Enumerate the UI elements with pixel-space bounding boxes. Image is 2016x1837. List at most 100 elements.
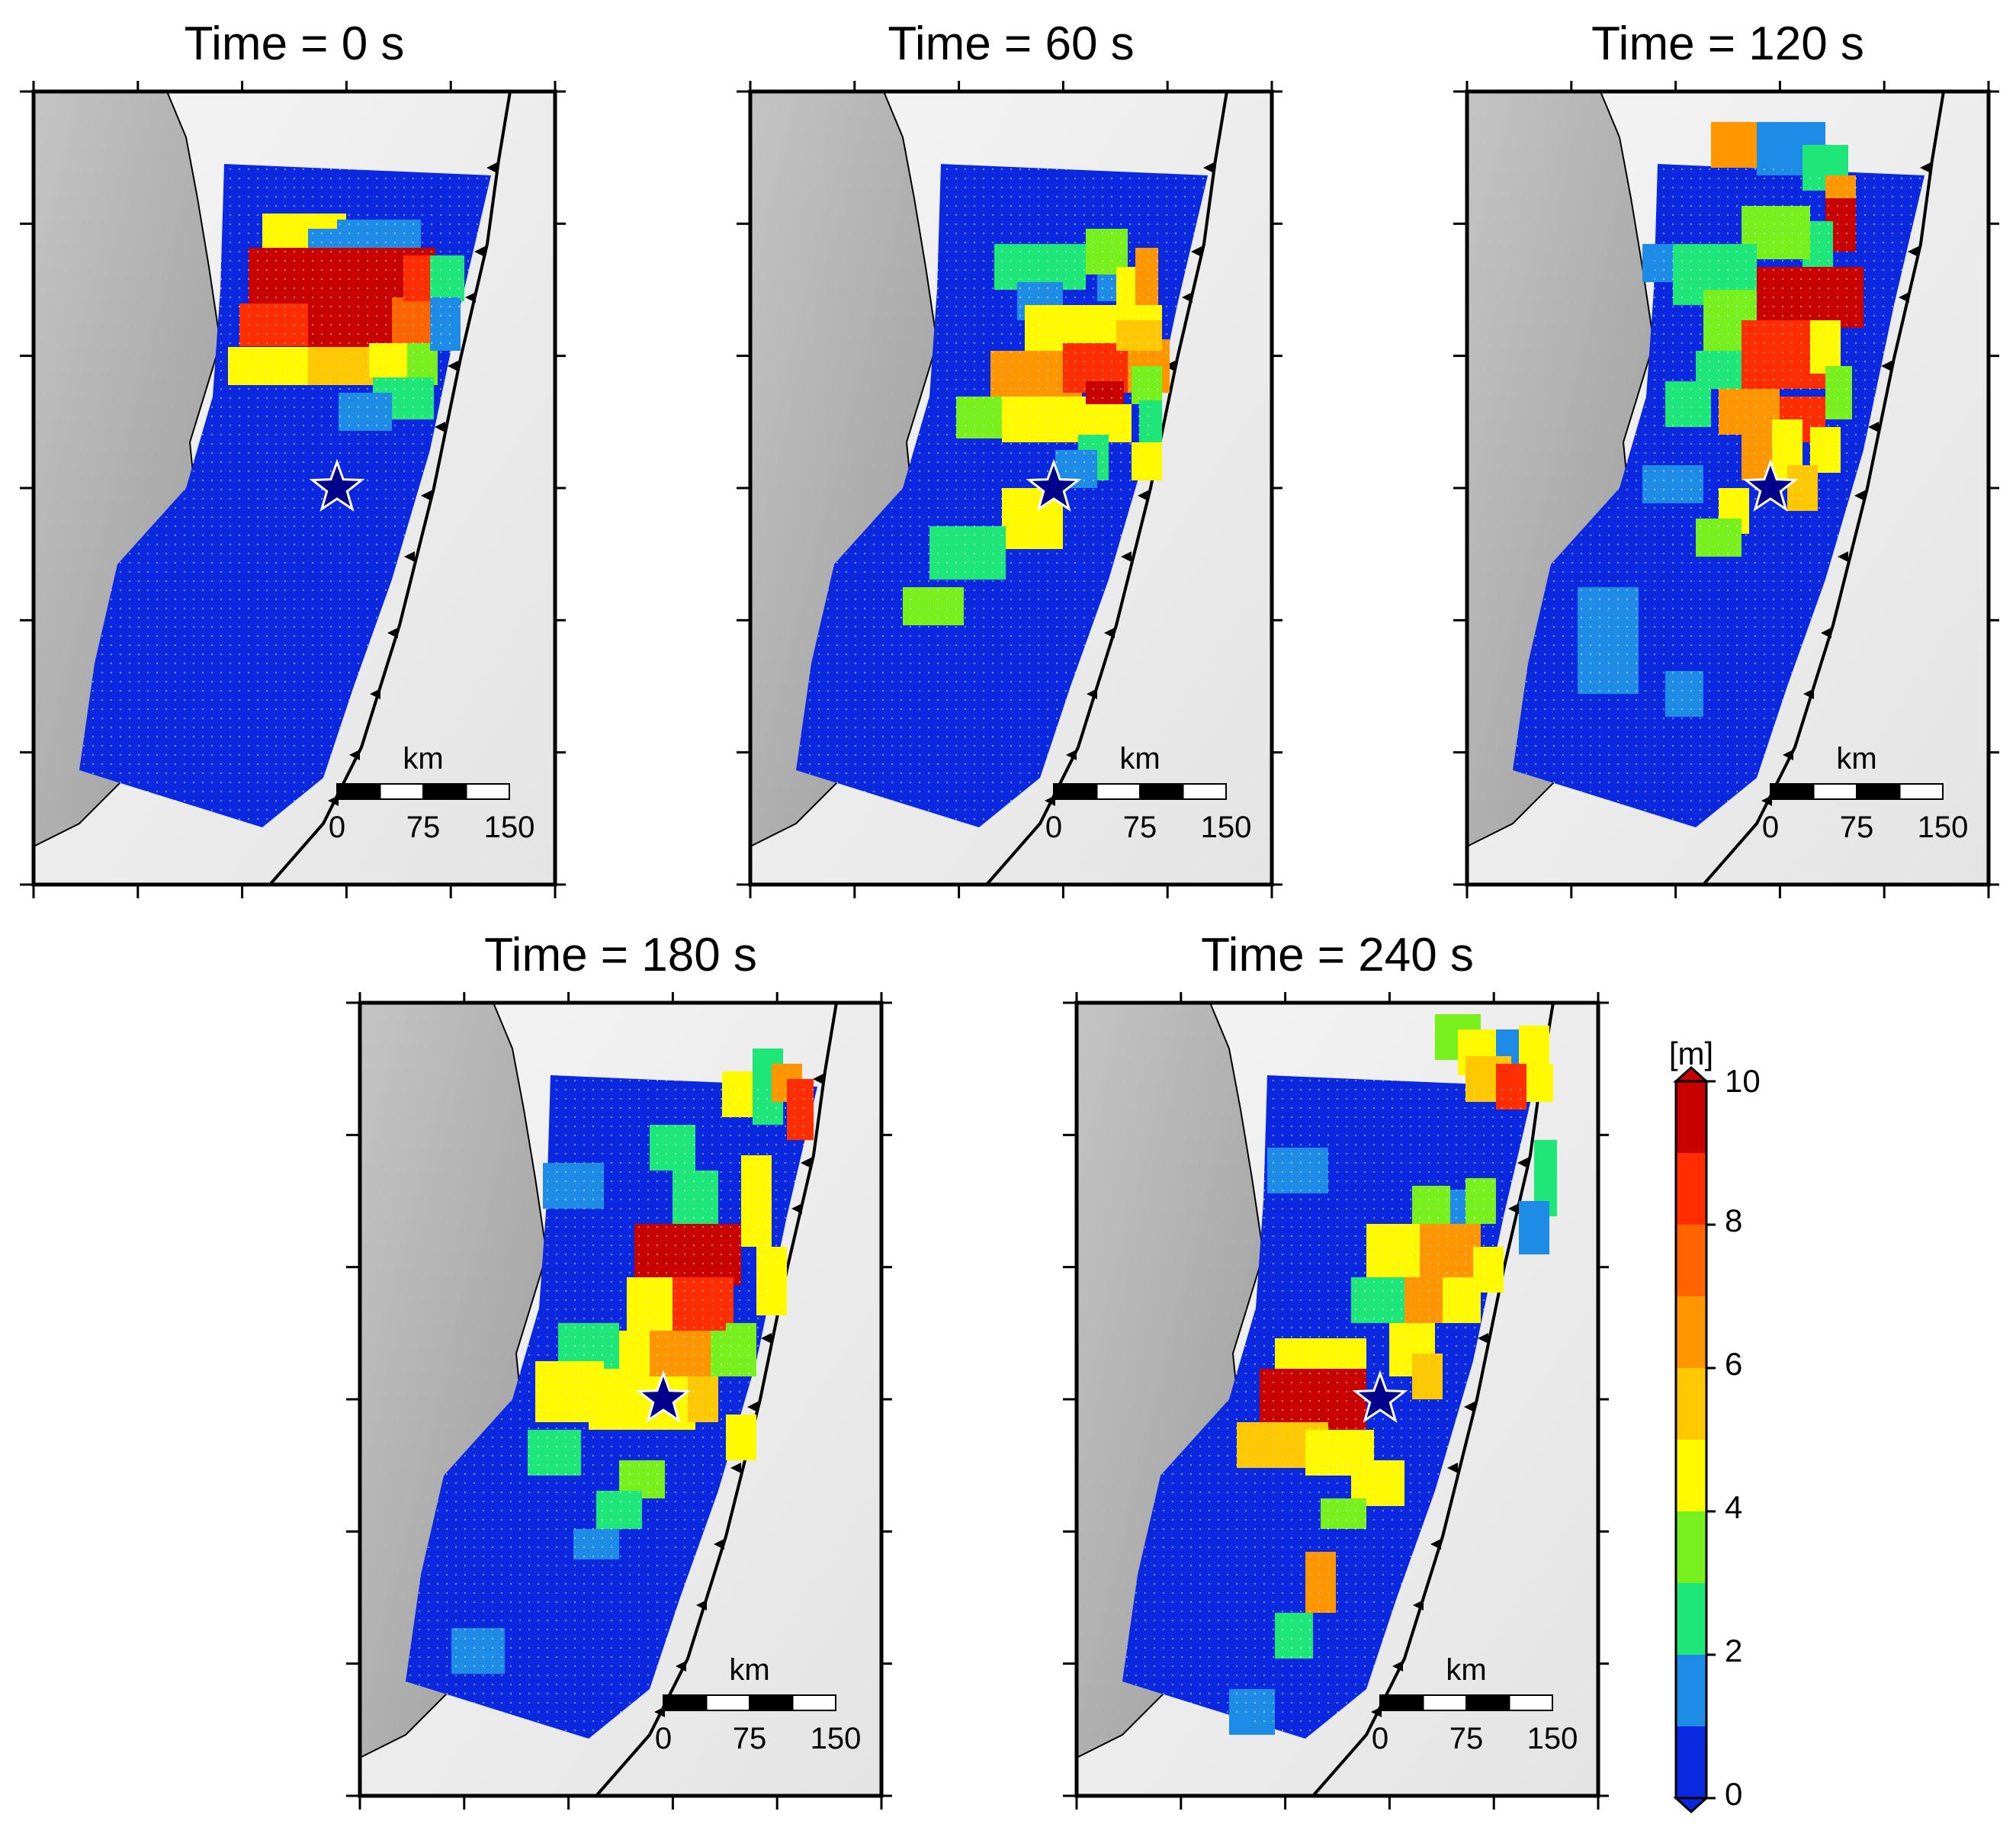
trench-barb <box>1392 1661 1403 1672</box>
colorbar-tick-10: 10 <box>1725 1063 1761 1099</box>
colorbar-bottom-arrow <box>1673 1797 1709 1814</box>
trench-barb <box>1413 1600 1424 1611</box>
trench-barb <box>1203 162 1214 173</box>
scale-segment <box>1379 1694 1424 1711</box>
scale-tick-150: 150 <box>811 1722 862 1755</box>
scale-segment <box>1422 1694 1467 1711</box>
scale-segment <box>1812 783 1857 800</box>
scale-tick-0: 0 <box>1372 1722 1388 1755</box>
colorbar-tick-4: 4 <box>1725 1489 1742 1525</box>
trench-barb <box>791 1203 802 1214</box>
scale-segment <box>1096 783 1141 800</box>
panel-title: Time = 180 s <box>484 929 757 981</box>
trench-barb <box>1517 1158 1528 1168</box>
scale-tick-150: 150 <box>1527 1722 1578 1755</box>
scale-tick-150: 150 <box>1201 811 1252 844</box>
epicenter-star-icon <box>1352 1370 1408 1424</box>
panel-time-240: Time = 240 s km 0 75 150 <box>1063 929 1609 1810</box>
subfault-dots <box>1513 164 1925 827</box>
scale-tick-75: 75 <box>733 1722 767 1755</box>
scale-segment <box>749 1694 794 1711</box>
trench-barb <box>349 750 360 760</box>
scale-bar-unit: km <box>1836 742 1876 776</box>
scale-segment <box>1899 783 1944 800</box>
colorbar-swatch <box>1676 1368 1706 1440</box>
slip-grid <box>406 1049 817 1739</box>
trench-barb <box>1066 750 1077 760</box>
land-area <box>1077 1003 1263 1758</box>
trench-barb <box>1899 292 1909 303</box>
epicenter-star-icon <box>635 1370 692 1424</box>
epicenter-star-icon <box>1742 458 1799 512</box>
scale-segment <box>1856 783 1901 800</box>
scale-tick-0: 0 <box>1045 811 1062 844</box>
colorbar-border <box>1674 1080 1708 1800</box>
scale-bar-unit: km <box>729 1653 769 1687</box>
panel-title: Time = 60 s <box>888 18 1134 70</box>
slip-grid <box>1513 122 1925 827</box>
scale-tick-75: 75 <box>1123 811 1157 844</box>
colorbar-swatch <box>1676 1726 1706 1798</box>
colorbar-tick-8: 8 <box>1725 1203 1742 1238</box>
colorbar-tick-0: 0 <box>1725 1776 1742 1812</box>
land-area <box>1467 92 1654 846</box>
panel-title: Time = 0 s <box>185 18 405 70</box>
panel-time-120: Time = 120 s km 0 75 150 <box>1453 18 1999 898</box>
colorbar-swatch <box>1676 1655 1706 1726</box>
colorbar-swatch <box>1676 1296 1706 1368</box>
slip-grid <box>796 164 1208 827</box>
trench-barb <box>448 361 458 371</box>
subfault-dots <box>79 164 491 827</box>
trench-barb <box>1191 246 1202 257</box>
scale-segment <box>336 783 381 800</box>
trench-barb <box>387 628 398 638</box>
trench-barb <box>404 551 415 562</box>
trench-barb <box>328 795 339 806</box>
scale-segment <box>1465 1694 1510 1711</box>
scale-tick-150: 150 <box>484 811 535 844</box>
epicenter-star <box>1352 1370 1408 1424</box>
trench-barb <box>421 490 432 501</box>
scale-bar-unit: km <box>1446 1653 1486 1687</box>
trench-barb <box>676 1661 686 1672</box>
trench-barb <box>1908 246 1918 257</box>
trench-barb <box>714 1539 724 1550</box>
colorbar-swatch <box>1676 1225 1706 1296</box>
slip-grid <box>79 164 491 827</box>
trench-barb <box>1821 628 1831 638</box>
scale-segment <box>791 1694 836 1711</box>
colorbar-swatch <box>1676 1583 1706 1655</box>
trench-barb <box>1121 551 1132 562</box>
scale-tick-0: 0 <box>1762 811 1779 844</box>
subfault-dots <box>406 1075 817 1739</box>
trench-barb <box>486 162 497 173</box>
panel-time-0: Time = 0 s km 0 75 150 <box>20 18 566 898</box>
scale-segment <box>663 1694 708 1711</box>
trench-barb <box>1854 490 1865 501</box>
trench-barb <box>761 1333 772 1344</box>
colorbar-tick-2: 2 <box>1725 1633 1742 1668</box>
trench-barb <box>1881 361 1892 371</box>
trench-barb <box>1447 1463 1458 1473</box>
slip-grid <box>1122 1014 1557 1739</box>
panel-time-60: Time = 60 s km 0 75 150 <box>737 18 1282 898</box>
trench-barb <box>801 1158 811 1168</box>
epicenter-star <box>635 1370 692 1424</box>
scale-tick-0: 0 <box>655 1722 672 1755</box>
trench-barb <box>696 1600 707 1611</box>
epicenter-star <box>309 458 365 512</box>
trench-barb <box>474 246 485 257</box>
scale-bar: km 0 75 150 <box>1045 742 1252 844</box>
scale-tick-0: 0 <box>329 811 345 844</box>
scale-segment <box>1182 783 1227 800</box>
panel-title: Time = 240 s <box>1201 929 1474 981</box>
trench-barb <box>1868 422 1879 432</box>
scale-segment <box>465 783 510 800</box>
epicenter-star-icon <box>309 458 365 512</box>
trench-barb <box>1138 490 1148 501</box>
colorbar-swatches <box>1673 1065 1716 1814</box>
colorbar-unit: [m] <box>1669 1036 1713 1071</box>
colorbar-swatch <box>1676 1081 1706 1153</box>
trench-barb <box>1430 1539 1441 1550</box>
